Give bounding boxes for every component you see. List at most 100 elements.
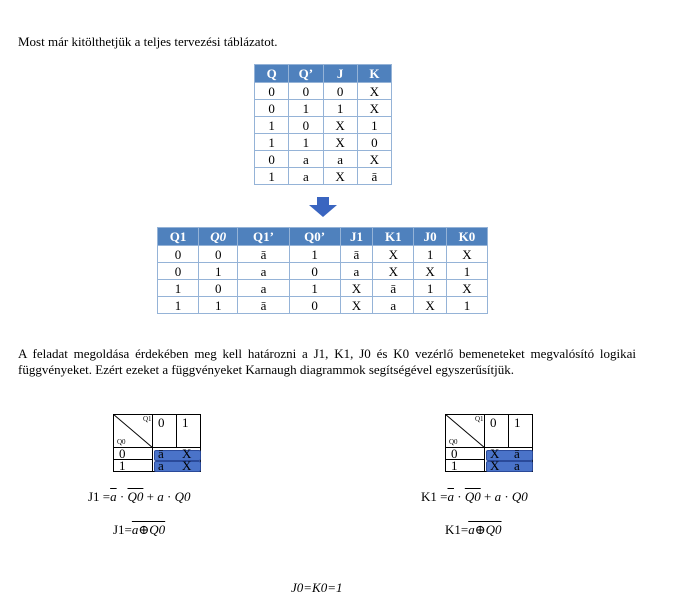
table-cell: 1: [198, 262, 239, 280]
table-cell: X: [356, 99, 393, 117]
kmap-col-header-1: [177, 414, 201, 448]
table-cell: 1: [198, 296, 239, 314]
kmap-q0-label: Q0: [449, 438, 458, 446]
kmap-corner-cell: [445, 414, 485, 448]
j1-simplified-prefix: J1=: [113, 522, 132, 537]
table1-header: K: [356, 64, 393, 83]
table-cell: 1: [445, 262, 489, 280]
table-cell: 1: [413, 245, 447, 263]
table-cell: a: [237, 279, 290, 297]
kmap-cell-value: X: [182, 458, 192, 473]
table-cell: ā: [237, 296, 290, 314]
kmap-group-highlight: [486, 461, 533, 472]
kmap-col-header-0: [485, 414, 509, 448]
kmap-col-header-0: [153, 414, 177, 448]
table1-header: Q: [253, 64, 290, 83]
k1-a-bar: a: [447, 489, 454, 504]
table-cell: X: [356, 82, 393, 100]
table-cell: 1: [288, 99, 324, 117]
table-cell: X: [322, 167, 358, 185]
k1-dot2: ·: [501, 489, 512, 504]
j0-k0-formula: J0=K0=1: [291, 580, 343, 595]
table2-header: Q1’: [237, 227, 290, 246]
j1-dot2: ·: [163, 489, 175, 504]
j1-simplified: J1=a⊕Q0: [113, 522, 165, 538]
table-cell: 0: [156, 262, 200, 280]
table-cell: a: [372, 296, 415, 314]
table-cell: ā: [372, 279, 415, 297]
table-cell: ā: [237, 245, 290, 263]
kmap-diagonal: [445, 414, 485, 448]
table-cell: 0: [356, 133, 393, 151]
kmap-row-label: 0: [451, 446, 458, 461]
table2-header: K1: [372, 227, 415, 246]
table-cell: X: [445, 279, 489, 297]
kmap-row-label: 0: [119, 446, 126, 461]
table-cell: 1: [253, 167, 290, 185]
kmap-cell-value: ā: [514, 446, 520, 461]
table-cell: 0: [288, 296, 341, 314]
table-cell: X: [322, 116, 358, 134]
kmap-cell-value: a: [158, 458, 164, 473]
table2-header: Q0: [198, 227, 239, 246]
j1-a: a: [157, 489, 164, 504]
table-cell: 1: [156, 279, 200, 297]
j1-dot: ·: [116, 489, 128, 504]
kmap-cell-value: ā: [158, 446, 164, 461]
k1-simplified-prefix: K1=: [445, 522, 469, 537]
kmap-col-header-1: [509, 414, 533, 448]
kmap-cell-value: X: [490, 458, 500, 473]
table-cell: 1: [413, 279, 447, 297]
k1-plus: +: [480, 489, 495, 504]
kmap-group-highlight: [486, 450, 533, 461]
table-cell: X: [445, 245, 489, 263]
table-cell: 1: [253, 116, 290, 134]
kmap-row-label: 1: [119, 458, 126, 473]
table-cell: a: [339, 262, 374, 280]
table-cell: X: [413, 296, 447, 314]
j1-plus: +: [143, 489, 158, 504]
table-cell: 0: [198, 245, 239, 263]
table-cell: X: [322, 133, 358, 151]
table2-header: Q1: [156, 227, 200, 246]
k1-simplified: K1=a⊕Q0: [445, 522, 502, 538]
k1-formula: K1 =a · Q0 + a · Q0: [421, 489, 528, 505]
k1-q0: Q0: [511, 489, 528, 504]
k1-simplified-expr: a⊕Q0: [468, 522, 502, 537]
table-cell: 0: [288, 116, 324, 134]
j1-formula: J1 =a · Q0 + a · Q0: [88, 489, 190, 505]
kmap-col-label: 0: [490, 415, 497, 430]
table-cell: X: [339, 296, 374, 314]
explanation-paragraph: A feladat megoldása érdekében meg kell h…: [18, 346, 636, 377]
table2-header: Q0’: [288, 227, 341, 246]
kmap-cell-value: a: [514, 458, 520, 473]
j1-a-bar: a: [110, 489, 117, 504]
table1-header: J: [322, 64, 358, 83]
kmap-vline: [152, 448, 153, 472]
kmap-col-label: 1: [514, 415, 521, 430]
table-cell: 1: [288, 279, 341, 297]
kmap-vline: [484, 448, 485, 472]
kmap-cell-value: X: [182, 446, 192, 461]
table-cell: 0: [156, 245, 200, 263]
kmap-corner-cell: [113, 414, 153, 448]
kmap-col-label: 1: [182, 415, 189, 430]
kmap-q0-label: Q0: [117, 438, 126, 446]
table-cell: ā: [339, 245, 374, 263]
table-cell: 1: [288, 245, 341, 263]
table-cell: 0: [322, 82, 358, 100]
table-cell: 1: [356, 116, 393, 134]
j1-q0: Q0: [174, 489, 191, 504]
table-cell: 0: [288, 82, 324, 100]
table-cell: 0: [253, 150, 290, 168]
table-cell: a: [237, 262, 290, 280]
kmap-q1-label: Q1: [143, 415, 152, 423]
